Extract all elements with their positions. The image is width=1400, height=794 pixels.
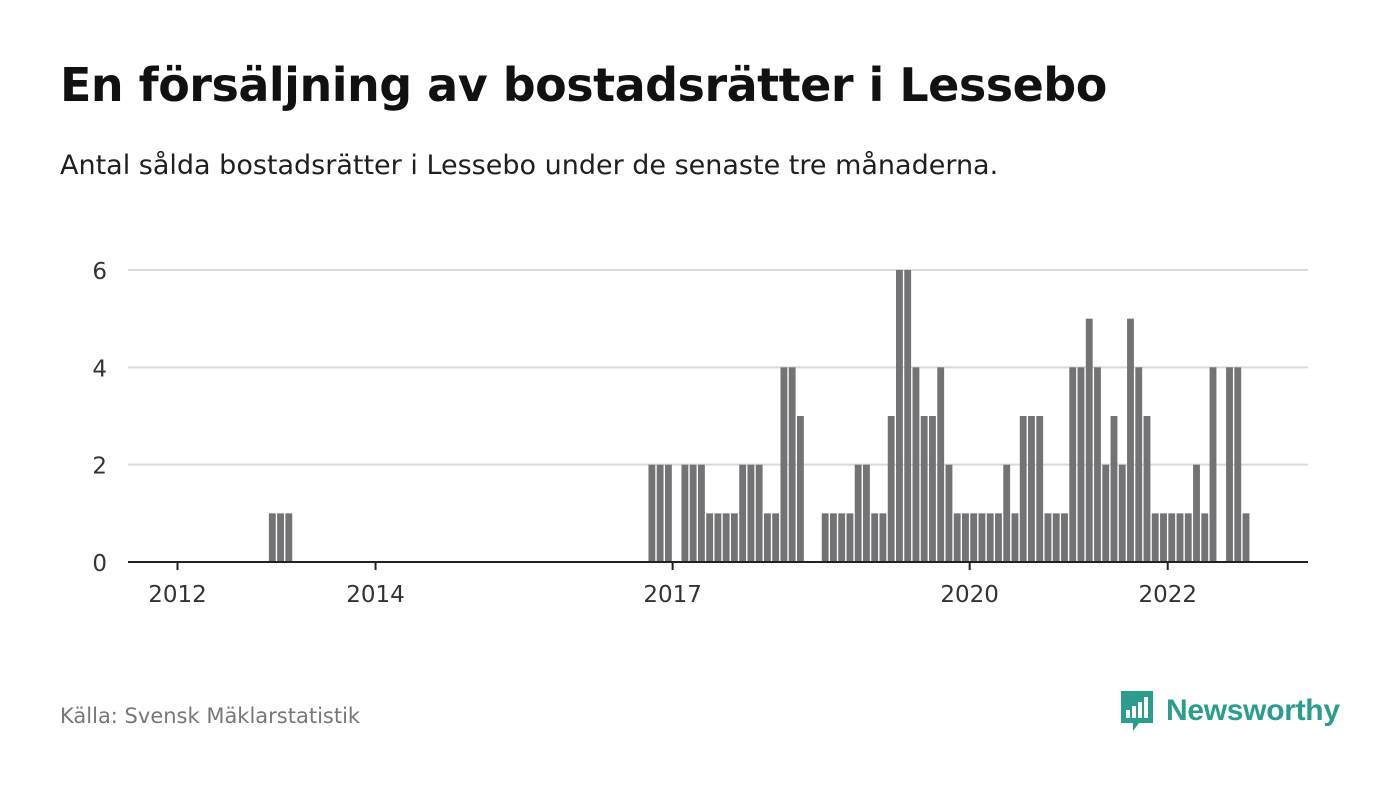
x-tick-label: 2017 xyxy=(643,582,702,608)
y-tick-label: 0 xyxy=(92,551,107,577)
bar xyxy=(1094,367,1101,562)
bar xyxy=(978,513,986,562)
bar xyxy=(1234,367,1242,562)
bar xyxy=(945,464,953,562)
bar xyxy=(689,464,697,562)
bar xyxy=(706,513,714,562)
bar xyxy=(747,464,755,562)
x-tick-label: 2022 xyxy=(1138,582,1197,608)
bar xyxy=(929,416,936,562)
bar xyxy=(1061,513,1068,562)
bar xyxy=(1052,513,1060,562)
bar xyxy=(871,513,879,562)
bar xyxy=(1127,318,1134,562)
bar xyxy=(714,513,722,562)
bar xyxy=(1168,513,1176,562)
chart-title: En försäljning av bostadsrätter i Lesseb… xyxy=(60,58,1107,112)
bar xyxy=(896,270,903,562)
bar xyxy=(1135,367,1143,562)
bar xyxy=(829,513,837,562)
bar xyxy=(920,416,928,562)
bar xyxy=(268,513,276,562)
bar xyxy=(1160,513,1167,562)
bar xyxy=(1226,367,1233,562)
axes xyxy=(128,561,1308,570)
bar xyxy=(1069,367,1077,562)
bar xyxy=(1209,367,1217,562)
bar xyxy=(664,464,672,562)
bar xyxy=(854,464,862,562)
bar xyxy=(1143,416,1151,562)
bar xyxy=(863,464,870,562)
highlight-value-label: 1 xyxy=(1247,0,1262,6)
y-tick-label: 4 xyxy=(92,356,107,382)
bars xyxy=(268,270,1250,562)
bar xyxy=(846,513,854,562)
bar xyxy=(681,464,689,562)
bar xyxy=(1151,513,1159,562)
bar xyxy=(1003,464,1011,562)
source-note: Källa: Svensk Mäklarstatistik xyxy=(60,704,361,728)
bar xyxy=(788,367,796,562)
bar xyxy=(1011,513,1019,562)
bar xyxy=(1201,513,1209,562)
y-tick-label: 6 xyxy=(92,259,107,285)
bar xyxy=(780,367,788,562)
bar xyxy=(953,513,961,562)
y-tick-label: 2 xyxy=(92,454,107,480)
bar xyxy=(648,464,656,562)
bar xyxy=(796,416,804,562)
bar xyxy=(1118,464,1126,562)
bar xyxy=(1085,318,1093,562)
bar xyxy=(1110,416,1118,562)
bar xyxy=(772,513,780,562)
bar xyxy=(763,513,771,562)
bar xyxy=(697,464,705,562)
bar xyxy=(1184,513,1192,562)
bar xyxy=(995,513,1002,562)
x-tick-label: 2012 xyxy=(148,582,207,608)
bar xyxy=(1242,513,1250,562)
bar xyxy=(912,367,920,562)
bar xyxy=(1102,464,1110,562)
bar xyxy=(755,464,763,562)
bar xyxy=(937,367,945,562)
bar xyxy=(1176,513,1184,562)
bar xyxy=(656,464,664,562)
newsworthy-logo: Newsworthy xyxy=(1118,688,1340,734)
chart-subtitle: Antal sålda bostadsrätter i Lessebo unde… xyxy=(60,150,999,181)
bar xyxy=(1077,367,1085,562)
bar xyxy=(730,513,738,562)
bar xyxy=(821,513,829,562)
labels: 0 2 4 6 1 2012 2014 2017 2020 2022 xyxy=(92,0,1264,608)
bar xyxy=(887,416,895,562)
bar xyxy=(1036,416,1044,562)
bar xyxy=(722,513,730,562)
bar-chart: 0 2 4 6 1 2012 2014 2017 2020 2022 xyxy=(92,0,1308,608)
bar xyxy=(970,513,978,562)
bar xyxy=(879,513,887,562)
bar xyxy=(1019,416,1027,562)
bar xyxy=(962,513,969,562)
bar xyxy=(285,513,293,562)
bar xyxy=(986,513,994,562)
bar xyxy=(1028,416,1035,562)
bar xyxy=(1193,464,1200,562)
bar xyxy=(838,513,846,562)
newsworthy-logo-icon xyxy=(1121,691,1153,731)
brand-name: Newsworthy xyxy=(1166,694,1340,727)
bar xyxy=(1044,513,1052,562)
bar xyxy=(277,513,284,562)
x-tick-label: 2020 xyxy=(940,582,999,608)
bar xyxy=(904,270,912,562)
bar xyxy=(739,464,747,562)
x-tick-label: 2014 xyxy=(346,582,405,608)
